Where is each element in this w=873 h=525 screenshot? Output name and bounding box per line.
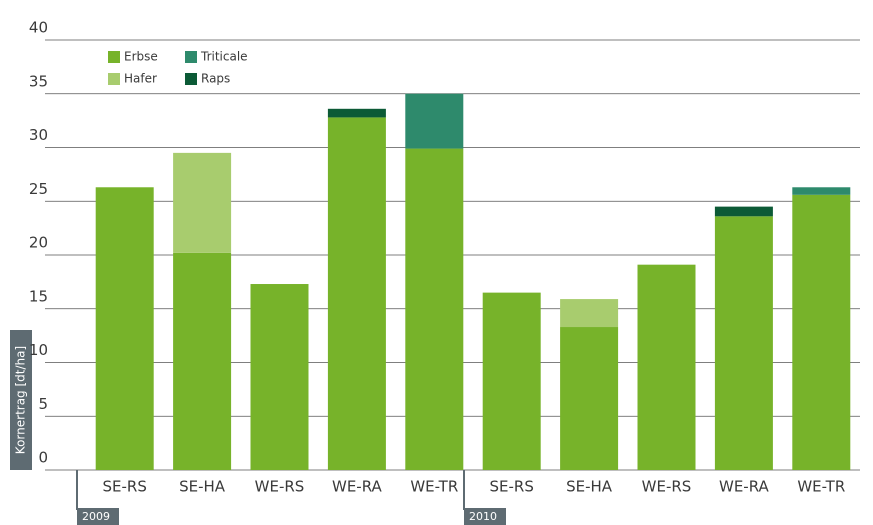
bar-segment bbox=[173, 252, 232, 470]
bar-segment bbox=[637, 264, 696, 470]
x-tick-label: WE-RS bbox=[255, 478, 305, 496]
x-tick-label: WE-TR bbox=[410, 478, 458, 496]
bar-segment bbox=[405, 148, 464, 470]
group-label: 2009 bbox=[82, 510, 110, 523]
y-tick-label: 0 bbox=[38, 449, 48, 467]
bar-segment bbox=[792, 187, 851, 195]
x-tick-label: SE-RS bbox=[103, 478, 147, 496]
x-tick-label: WE-RS bbox=[642, 478, 692, 496]
y-tick-label: 15 bbox=[29, 287, 48, 305]
y-tick-label: 30 bbox=[29, 126, 48, 144]
ylabel-box bbox=[10, 330, 32, 470]
bar-segment bbox=[95, 187, 154, 470]
y-tick-label: 10 bbox=[29, 341, 48, 359]
group-box bbox=[77, 508, 119, 525]
y-tick-label: 35 bbox=[29, 72, 48, 90]
bar-segment bbox=[714, 216, 773, 470]
y-tick-label: 5 bbox=[38, 395, 48, 413]
legend-swatch bbox=[108, 73, 120, 85]
legend-label: Erbse bbox=[124, 50, 158, 64]
bar-segment bbox=[560, 299, 619, 328]
y-tick-label: 25 bbox=[29, 180, 48, 198]
legend-swatch bbox=[185, 51, 197, 63]
y-tick-label: 40 bbox=[29, 19, 48, 37]
legend-swatch bbox=[108, 51, 120, 63]
bar-segment bbox=[250, 284, 309, 470]
bar-segment bbox=[173, 152, 232, 253]
y-axis-label: Kornertrag [dt/ha] bbox=[14, 346, 28, 454]
legend-swatch bbox=[185, 73, 197, 85]
bar-segment bbox=[327, 108, 386, 118]
x-tick-label: SE-RS bbox=[490, 478, 534, 496]
legend-label: Raps bbox=[201, 72, 230, 86]
bar-segment bbox=[792, 194, 851, 471]
group-label: 2010 bbox=[469, 510, 497, 523]
legend-label: Triticale bbox=[200, 50, 248, 64]
group-box bbox=[464, 508, 506, 525]
x-tick-label: SE-HA bbox=[179, 478, 226, 496]
bar-segment bbox=[405, 93, 464, 149]
bar-segment bbox=[482, 292, 541, 470]
bar-segment bbox=[327, 117, 386, 471]
y-tick-label: 20 bbox=[29, 234, 48, 252]
legend-label: Hafer bbox=[124, 72, 157, 86]
bar-segment bbox=[560, 327, 619, 470]
x-tick-label: WE-TR bbox=[797, 478, 845, 496]
bar-segment bbox=[714, 206, 773, 217]
x-tick-label: SE-HA bbox=[566, 478, 613, 496]
x-tick-label: WE-RA bbox=[719, 478, 770, 496]
x-tick-label: WE-RA bbox=[332, 478, 383, 496]
